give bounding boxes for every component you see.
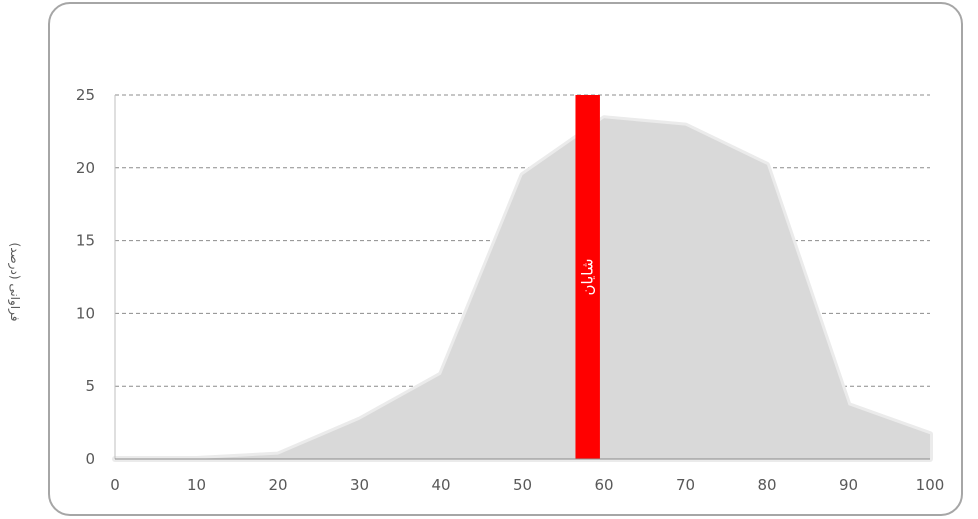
x-tick-label: 20 [268, 476, 287, 494]
x-tick-label: 70 [676, 476, 695, 494]
x-tick-label: 60 [594, 476, 613, 494]
marker-bar [575, 95, 600, 459]
y-tick-label: 20 [76, 159, 95, 177]
x-tick-label: 80 [757, 476, 776, 494]
x-tick-label: 50 [513, 476, 532, 494]
marker-label: شایان [579, 259, 597, 296]
y-tick-label: 0 [85, 450, 95, 468]
area-series [115, 118, 930, 460]
y-tick-labels: 0 5 10 15 20 25 [76, 86, 95, 468]
x-tick-label: 90 [839, 476, 858, 494]
marker-bar-group: شایان [575, 95, 600, 459]
x-tick-label: 100 [916, 476, 945, 494]
x-tick-labels: 0 10 20 30 40 50 60 70 80 90 100 [110, 476, 944, 494]
x-tick-label: 10 [187, 476, 206, 494]
x-tick-label: 30 [350, 476, 369, 494]
y-tick-label: 15 [76, 232, 95, 250]
x-tick-label: 0 [110, 476, 120, 494]
x-tick-label: 40 [431, 476, 450, 494]
y-tick-label: 25 [76, 86, 95, 104]
y-tick-label: 10 [76, 304, 95, 322]
y-tick-label: 5 [85, 377, 95, 395]
chart-frame [48, 2, 963, 516]
